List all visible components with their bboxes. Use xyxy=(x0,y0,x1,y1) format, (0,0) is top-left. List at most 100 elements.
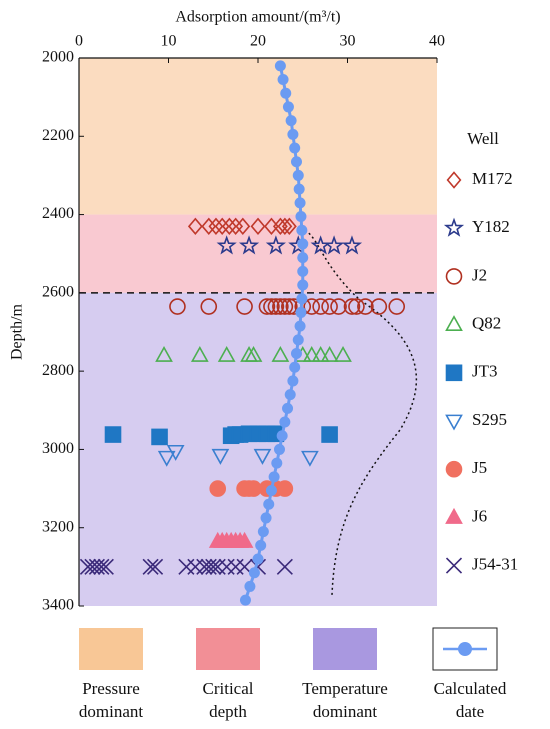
data-point xyxy=(187,217,203,236)
y-tick-label: 3400 xyxy=(42,597,74,614)
data-point xyxy=(166,444,185,461)
data-point xyxy=(142,558,159,575)
y-tick-label: 2800 xyxy=(42,362,74,379)
data-point xyxy=(214,217,230,236)
calculated-point xyxy=(268,471,280,483)
data-point xyxy=(343,298,361,315)
data-point xyxy=(217,345,236,362)
zone-legend-swatch xyxy=(196,628,260,670)
chart-title: Adsorption amount/(m³/t) xyxy=(175,9,340,26)
calculated-point xyxy=(296,293,308,305)
data-point xyxy=(320,345,339,362)
legend-label: M172 xyxy=(472,169,513,188)
zone-legend-swatch xyxy=(79,628,143,670)
calculated-point xyxy=(274,60,286,72)
data-point xyxy=(151,428,168,446)
data-point xyxy=(201,217,217,236)
data-point xyxy=(341,235,363,255)
legend-label: J5 xyxy=(472,458,487,477)
data-point xyxy=(267,298,285,315)
legend-marker xyxy=(445,460,463,478)
data-point xyxy=(272,298,289,315)
calculated-point xyxy=(297,265,309,277)
calculated-point xyxy=(239,594,251,606)
data-point xyxy=(281,298,298,315)
data-point xyxy=(302,345,321,362)
calculated-point xyxy=(260,512,272,524)
y-tick-label: 2200 xyxy=(42,127,74,144)
calculated-point xyxy=(265,485,277,497)
legend-label: J54-31 xyxy=(472,555,518,574)
data-point xyxy=(330,298,347,315)
y-tick-label: 2400 xyxy=(42,205,74,222)
data-point xyxy=(147,558,164,575)
data-point xyxy=(157,450,176,467)
data-point xyxy=(200,298,218,315)
legend-marker xyxy=(445,557,463,574)
data-point xyxy=(205,558,222,575)
data-point xyxy=(250,217,266,236)
data-point xyxy=(277,217,293,236)
data-point xyxy=(323,235,345,255)
trend-curve xyxy=(304,229,418,596)
data-point xyxy=(370,298,388,315)
calculated-point xyxy=(252,553,264,565)
data-point xyxy=(263,298,280,315)
data-point xyxy=(271,345,290,362)
data-point xyxy=(236,298,253,315)
data-point xyxy=(303,298,321,315)
calculated-point xyxy=(287,128,299,140)
calculated-point xyxy=(285,115,297,127)
legend-marker xyxy=(446,171,462,189)
calculated-point xyxy=(276,430,288,442)
data-point xyxy=(265,235,286,255)
y-tick-label: 2000 xyxy=(42,49,74,66)
legend-label: S295 xyxy=(472,410,507,429)
zone-band xyxy=(79,58,437,215)
zone-legend-label: dominant xyxy=(79,702,143,721)
legend-title: Well xyxy=(467,129,499,148)
data-point xyxy=(276,558,293,575)
calculated-point xyxy=(295,306,307,318)
legend-marker xyxy=(445,315,463,332)
data-point xyxy=(276,298,294,315)
legend-marker xyxy=(443,217,465,237)
x-tick-label: 20 xyxy=(250,33,266,50)
calculated-point xyxy=(297,252,309,264)
legend-marker xyxy=(445,364,463,382)
y-tick-label: 3000 xyxy=(42,440,74,457)
data-point xyxy=(321,298,338,315)
calculated-legend-label: Calculated date xyxy=(434,679,507,721)
zone-legend-label: dominant xyxy=(313,702,377,721)
data-point xyxy=(238,235,260,255)
y-tick-label: 2600 xyxy=(42,284,74,301)
calculated-point xyxy=(296,224,308,236)
calculated-point xyxy=(271,457,283,469)
calculated-point xyxy=(255,539,267,551)
calculated-point xyxy=(277,74,289,86)
x-tick-label: 40 xyxy=(429,33,445,50)
calculated-point xyxy=(263,498,275,510)
legend-label: J2 xyxy=(472,265,487,284)
calculated-point xyxy=(257,526,269,538)
legend-label: Q82 xyxy=(472,314,501,333)
x-tick-label: 30 xyxy=(340,33,356,50)
data-point xyxy=(93,558,110,575)
data-point xyxy=(258,298,276,315)
calculated-point xyxy=(244,580,256,592)
zone-legend-label: Temperature xyxy=(302,679,388,698)
data-point xyxy=(97,558,114,575)
calculated-line xyxy=(244,65,305,601)
legend-label: Y182 xyxy=(472,217,510,236)
calculated-point xyxy=(279,416,291,428)
data-point xyxy=(253,448,272,465)
calculated-point xyxy=(293,183,305,195)
data-point xyxy=(321,426,338,443)
calculated-point xyxy=(282,402,294,414)
calculated-point xyxy=(248,567,260,579)
data-point xyxy=(276,480,294,497)
calculated-point xyxy=(280,87,292,99)
data-point xyxy=(155,345,173,362)
legend-marker xyxy=(445,414,463,431)
